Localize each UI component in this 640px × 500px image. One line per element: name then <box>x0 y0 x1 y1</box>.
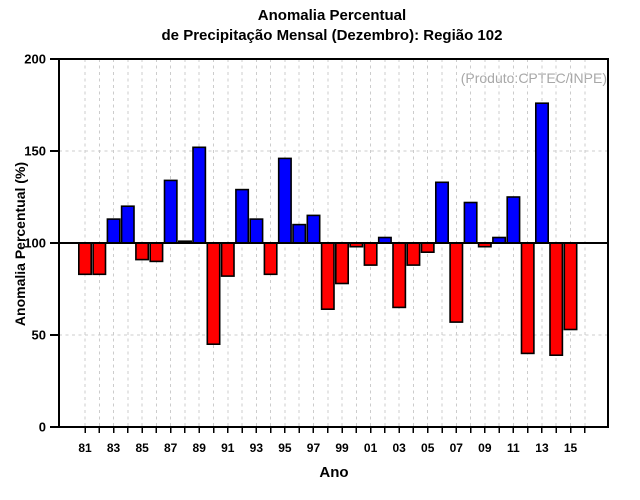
bar-2001 <box>363 242 378 266</box>
bar-1985 <box>135 242 150 261</box>
y-tick-label-50: 50 <box>32 328 46 343</box>
y-tick-label-150: 150 <box>24 144 46 159</box>
bar-1996 <box>292 223 307 244</box>
x-tick-label-2003: 03 <box>392 441 406 455</box>
y-tick-label-0: 0 <box>39 420 46 435</box>
bar-1981 <box>78 242 93 276</box>
bar-1987 <box>163 179 178 244</box>
x-tick-label-2001: 01 <box>364 441 378 455</box>
bar-2015 <box>563 242 578 331</box>
bar-1994 <box>263 242 278 276</box>
x-tick-label-1987: 87 <box>164 441 178 455</box>
x-tick-label-1983: 83 <box>107 441 121 455</box>
bar-2012 <box>520 242 535 355</box>
bar-1997 <box>306 214 321 244</box>
x-tick-label-1981: 81 <box>78 441 92 455</box>
y-tick-label-200: 200 <box>24 52 46 67</box>
bar-2014 <box>549 242 564 356</box>
x-tick-label-1989: 89 <box>193 441 207 455</box>
bars <box>78 102 578 356</box>
bar-1984 <box>120 205 135 244</box>
bar-1992 <box>235 188 250 244</box>
x-axis-ticks: 81 83 85 87 89 91 93 95 97 99 01 03 05 07 09 11 13 15 <box>78 427 586 455</box>
bar-1990 <box>206 242 221 345</box>
y-axis-ticks: 0 50 100 150 200 <box>24 52 59 435</box>
bar-1995 <box>277 157 292 244</box>
chart-title: Anomalia Percentual de Precipitação Mens… <box>32 6 632 46</box>
x-tick-label-2005: 05 <box>421 441 435 455</box>
bar-1993 <box>249 218 264 244</box>
bar-1998 <box>320 242 335 310</box>
x-tick-label-2007: 07 <box>450 441 464 455</box>
x-tick-label-2009: 09 <box>478 441 492 455</box>
x-tick-label-2013: 13 <box>535 441 549 455</box>
bar-2008 <box>463 201 478 244</box>
x-tick-label-1991: 91 <box>221 441 235 455</box>
bar-2013 <box>534 102 549 244</box>
bar-1982 <box>92 242 107 276</box>
x-tick-label-1985: 85 <box>135 441 149 455</box>
chart-title-line1: Anomalia Percentual <box>257 7 407 24</box>
bar-2004 <box>406 242 421 266</box>
x-axis-title: Ano <box>319 464 349 481</box>
bar-1991 <box>220 242 235 277</box>
bar-1983 <box>106 218 121 244</box>
bar-2003 <box>392 242 407 309</box>
bar-2006 <box>434 181 449 244</box>
bar-1999 <box>334 242 349 285</box>
x-tick-label-1993: 93 <box>250 441 264 455</box>
bar-1986 <box>149 242 164 263</box>
bar-2007 <box>449 242 464 323</box>
chart-title-line2: de Precipitação Mensal (Dezembro): Regiã… <box>161 27 503 44</box>
bar-1989 <box>192 146 207 244</box>
bar-2011 <box>506 196 521 244</box>
x-tick-label-1999: 99 <box>335 441 349 455</box>
x-tick-label-2011: 11 <box>507 441 520 455</box>
bar-2005 <box>420 242 435 253</box>
y-tick-label-100: 100 <box>24 236 46 251</box>
x-tick-label-1995: 95 <box>278 441 292 455</box>
x-tick-label-2015: 15 <box>564 441 578 455</box>
x-tick-label-1997: 97 <box>307 441 321 455</box>
